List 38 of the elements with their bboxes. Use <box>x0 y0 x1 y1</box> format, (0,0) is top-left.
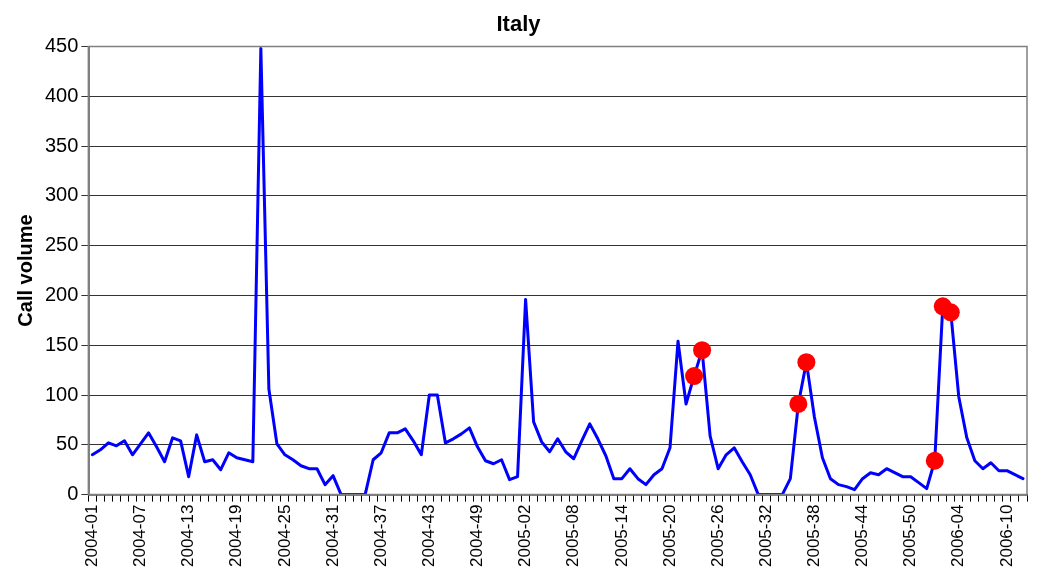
y-tick-label: 150 <box>44 332 79 355</box>
x-tick-label: 2005-20 <box>659 504 679 567</box>
x-tick-label: 2004-31 <box>322 504 342 567</box>
chart-title: Italy <box>496 11 542 37</box>
x-tick-label: 2005-44 <box>852 504 872 567</box>
x-tick-label: 2004-37 <box>370 504 390 567</box>
y-tick-label: 0 <box>67 482 79 505</box>
x-tick-label: 2004-13 <box>178 504 198 567</box>
point <box>797 353 816 372</box>
x-tick-label: 2004-49 <box>467 504 487 567</box>
point <box>685 367 704 386</box>
x-tick-label: 2005-14 <box>611 504 631 567</box>
x-tick-label: 2006-04 <box>948 504 968 567</box>
x-tick-label: 2005-08 <box>563 504 583 567</box>
point <box>789 394 808 413</box>
y-tick-label: 250 <box>44 233 79 256</box>
point <box>693 341 712 360</box>
x-tick-label: 2004-07 <box>130 504 150 567</box>
y-axis-title: Call volume <box>13 214 36 327</box>
point <box>925 451 944 470</box>
x-tick-label: 2005-26 <box>707 504 727 567</box>
x-tick-label: 2006-10 <box>996 504 1016 567</box>
y-tick-label: 50 <box>56 432 79 455</box>
y-tick-label: 400 <box>44 83 79 106</box>
y-tick-label: 450 <box>44 33 79 56</box>
x-tick-label: 2005-38 <box>804 504 824 567</box>
point <box>941 303 960 322</box>
x-tick-label: 2005-32 <box>755 504 775 567</box>
y-tick-label: 100 <box>44 382 79 405</box>
y-tick-label: 300 <box>44 183 79 206</box>
x-tick-label: 2004-43 <box>419 504 439 567</box>
x-tick-label: 2004-25 <box>274 504 294 567</box>
x-tick-label: 2004-19 <box>226 504 246 567</box>
x-tick-label: 2005-50 <box>900 504 920 567</box>
y-tick-label: 350 <box>44 133 79 156</box>
x-tick-label: 2004-01 <box>82 504 102 567</box>
x-tick-label: 2005-02 <box>515 504 535 567</box>
y-tick-label: 200 <box>44 282 79 305</box>
